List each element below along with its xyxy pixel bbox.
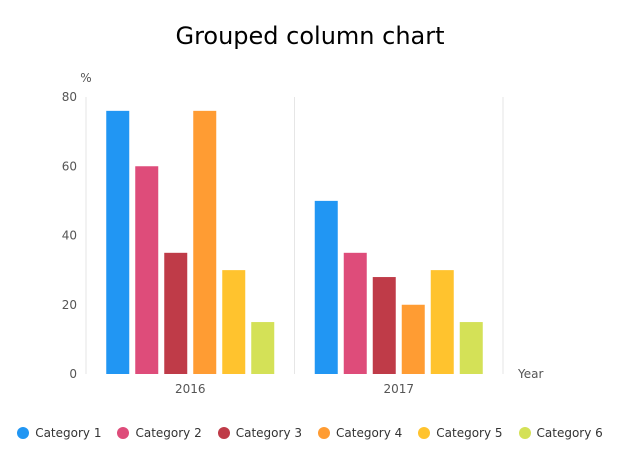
legend-label: Category 1 (35, 426, 102, 440)
legend-label: Category 5 (436, 426, 503, 440)
bar-category-3-2017[interactable] (372, 277, 396, 374)
y-tick-label: 0 (69, 367, 77, 381)
legend-dot-icon (17, 427, 30, 439)
chart-title: Grouped column chart (175, 22, 445, 50)
legend-dot-icon (318, 427, 330, 439)
legend-item-category-5[interactable]: Category 5 (418, 426, 503, 440)
legend-item-category-1[interactable]: Category 1 (17, 426, 101, 440)
bar-category-4-2016[interactable] (193, 110, 217, 374)
legend-item-category-2[interactable]: Category 2 (117, 426, 202, 440)
bar-category-2-2016[interactable] (135, 166, 159, 374)
legend-dot-icon (518, 427, 531, 439)
legend-item-category-4[interactable]: Category 4 (318, 426, 402, 440)
bar-category-2-2017[interactable] (343, 252, 367, 374)
bar-category-5-2016[interactable] (222, 270, 246, 374)
legend-label: Category 6 (536, 426, 603, 440)
bar-category-6-2016[interactable] (251, 322, 275, 374)
legend-dot-icon (117, 427, 130, 439)
x-tick-label: 2017 (383, 382, 414, 396)
bar-category-6-2017[interactable] (459, 322, 483, 374)
legend-label: Category 3 (235, 426, 302, 440)
bar-category-1-2016[interactable] (106, 110, 130, 374)
bar-category-1-2017[interactable] (314, 200, 338, 374)
legend-item-category-3[interactable]: Category 3 (217, 426, 302, 440)
legend-item-category-6[interactable]: Category 6 (518, 426, 603, 440)
bar-category-5-2017[interactable] (430, 270, 454, 374)
bar-category-4-2017[interactable] (401, 304, 425, 374)
bar-category-3-2016[interactable] (164, 252, 188, 374)
y-axis-title: % (80, 71, 91, 85)
legend-dot-icon (217, 427, 230, 439)
x-tick-label: 2016 (175, 382, 206, 396)
x-axis-title: Year (517, 367, 543, 381)
y-tick-label: 80 (62, 90, 77, 104)
chart-plot: 0 20 40 60 80% Year 2016 2017 (62, 71, 544, 396)
y-tick-label: 40 (62, 229, 77, 243)
legend-label: Category 2 (135, 426, 202, 440)
y-tick-label: 20 (62, 298, 77, 312)
legend-label: Category 4 (336, 426, 403, 440)
legend-dot-icon (418, 427, 431, 439)
y-tick-label: 60 (62, 159, 77, 173)
legend: Category 1 Category 2 Category 3 Category 4… (0, 426, 620, 440)
